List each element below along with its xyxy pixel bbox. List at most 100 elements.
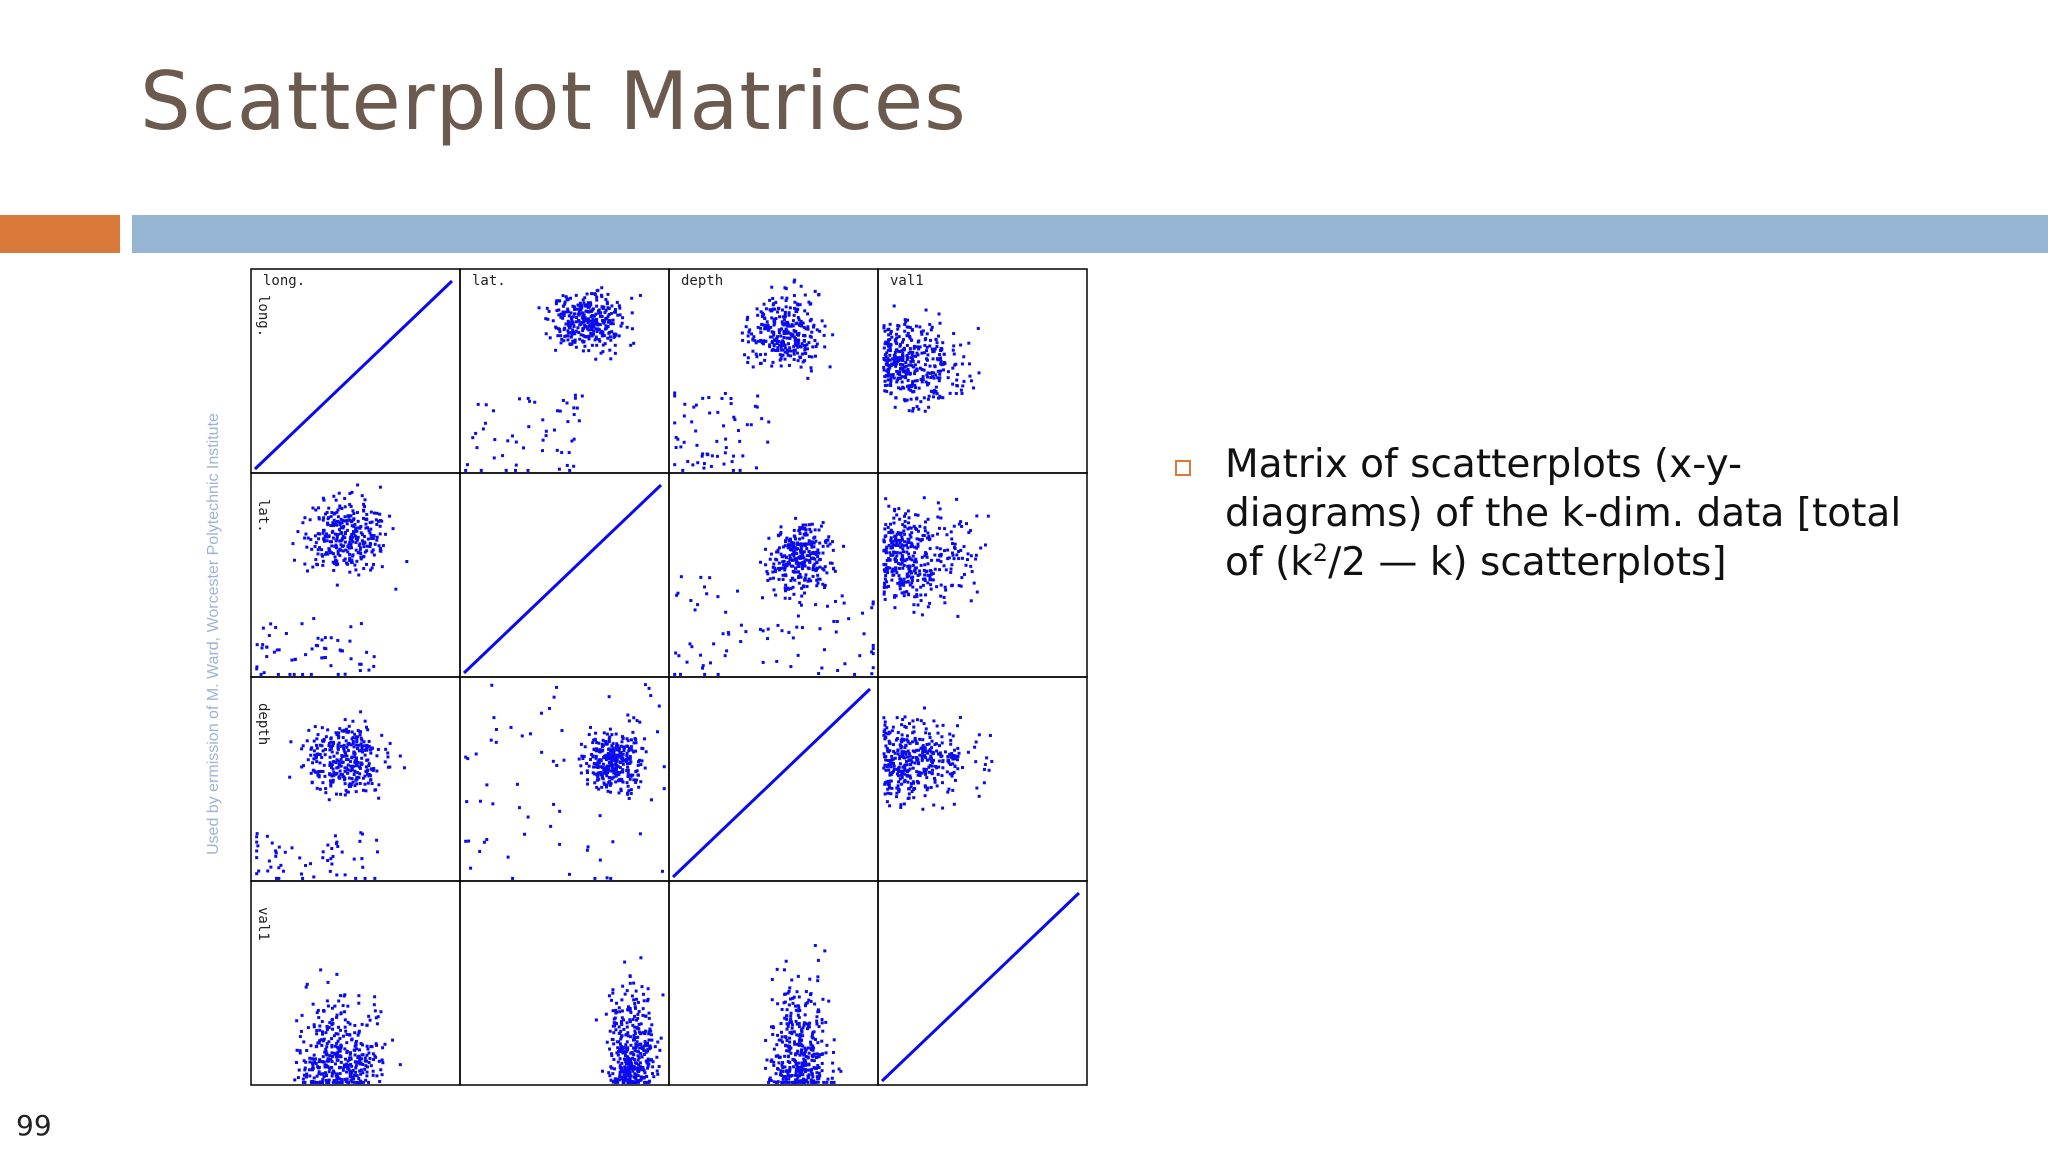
data-point: [899, 562, 903, 566]
data-point: [651, 1060, 655, 1064]
data-point: [909, 360, 913, 364]
data-point: [569, 296, 573, 300]
data-point: [370, 782, 374, 786]
data-point: [639, 1022, 643, 1026]
data-point: [381, 1046, 385, 1050]
data-point: [823, 324, 827, 328]
data-point: [909, 570, 913, 574]
data-point: [391, 1038, 395, 1042]
data-point: [566, 334, 570, 338]
data-point: [629, 1010, 633, 1014]
data-point: [787, 349, 791, 353]
data-point: [348, 1052, 352, 1056]
data-point: [573, 312, 577, 316]
data-point: [895, 716, 899, 720]
data-point: [890, 362, 894, 366]
data-point: [634, 989, 638, 993]
data-point: [912, 603, 916, 607]
data-point: [937, 312, 941, 316]
data-point: [346, 1080, 350, 1084]
data-point: [895, 513, 899, 517]
data-point: [901, 581, 905, 585]
data-point: [348, 492, 352, 496]
data-point: [338, 776, 342, 780]
data-point: [794, 1004, 798, 1008]
data-point: [365, 1023, 369, 1027]
data-point: [319, 968, 323, 972]
data-point: [640, 1055, 644, 1059]
data-point: [786, 561, 790, 565]
data-point: [338, 1028, 342, 1032]
data-point: [905, 769, 909, 773]
data-point: [799, 1071, 803, 1075]
data-point: [788, 1031, 792, 1035]
data-point: [289, 740, 293, 744]
data-point: [788, 1048, 792, 1052]
data-point: [325, 539, 329, 543]
data-point: [621, 752, 625, 756]
data-point: [634, 1006, 638, 1010]
data-point: [375, 511, 379, 515]
data-point: [338, 1065, 342, 1069]
data-point: [566, 329, 570, 333]
data-point: [938, 394, 942, 398]
data-point: [605, 1040, 609, 1044]
data-point: [823, 949, 827, 953]
data-point: [807, 577, 811, 581]
data-point: [368, 545, 372, 549]
data-point: [804, 1063, 808, 1067]
data-point: [304, 653, 308, 657]
data-point: [768, 345, 772, 349]
data-point: [889, 553, 893, 557]
data-point: [296, 530, 300, 534]
data-point: [913, 386, 917, 390]
data-point: [303, 536, 307, 540]
data-point: [915, 718, 919, 722]
data-point: [951, 788, 955, 792]
data-point: [888, 353, 892, 357]
data-point: [629, 1035, 633, 1039]
data-point: [902, 738, 906, 742]
data-point: [821, 1029, 825, 1033]
data-point: [330, 1060, 334, 1064]
data-point: [549, 824, 553, 828]
data-point: [795, 1078, 799, 1082]
title-accent-bar-orange: [0, 215, 120, 253]
data-point: [907, 409, 911, 413]
data-point: [325, 510, 329, 514]
data-point: [349, 543, 353, 547]
data-point: [898, 762, 902, 766]
data-point: [782, 318, 786, 322]
data-point: [649, 798, 653, 802]
data-point: [342, 775, 346, 779]
data-point: [798, 323, 802, 327]
data-point: [674, 435, 678, 439]
data-point: [776, 533, 780, 537]
data-point: [329, 664, 333, 668]
data-point: [961, 766, 965, 770]
data-point: [580, 306, 584, 310]
data-point: [617, 1006, 621, 1010]
data-point: [754, 352, 758, 356]
data-point: [806, 376, 810, 380]
data-point: [353, 1048, 357, 1052]
data-point: [349, 1078, 353, 1082]
data-point: [914, 560, 918, 564]
data-point: [591, 317, 595, 321]
data-point: [920, 613, 924, 617]
data-point: [322, 763, 326, 767]
data-point: [768, 1076, 772, 1080]
data-point: [806, 312, 810, 316]
data-point: [783, 343, 787, 347]
data-point: [361, 750, 365, 754]
data-point: [799, 561, 803, 565]
data-point: [628, 1008, 632, 1012]
data-point: [886, 348, 890, 352]
data-point: [321, 769, 325, 773]
data-point: [620, 321, 624, 325]
data-point: [379, 546, 383, 550]
data-point: [625, 754, 629, 758]
data-point: [618, 1010, 622, 1014]
data-point: [321, 496, 325, 500]
data-point: [345, 1041, 349, 1045]
